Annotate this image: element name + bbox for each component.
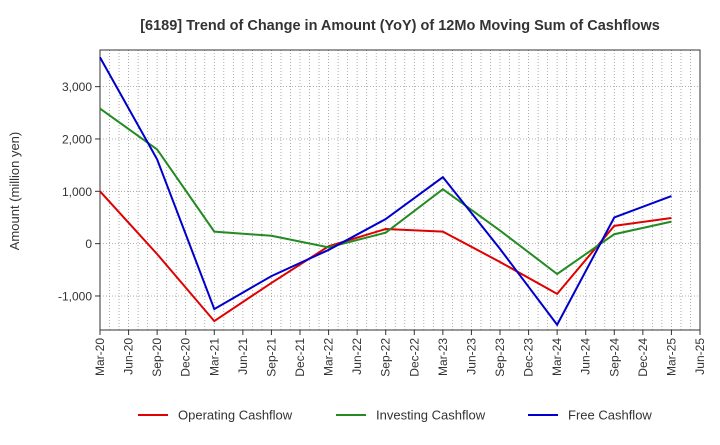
x-tick-label: Sep-24 (607, 338, 621, 377)
y-tick-label: 0 (85, 237, 92, 251)
x-tick-label: Jun-25 (693, 338, 707, 375)
x-tick-label: Mar-23 (436, 338, 450, 376)
x-tick-label: Dec-23 (522, 338, 536, 377)
x-tick-label: Dec-21 (293, 338, 307, 377)
y-tick-label: -1,000 (58, 289, 92, 303)
series-line-3 (99, 56, 672, 327)
legend-label: Operating Cashflow (178, 408, 293, 423)
x-tick-label: Sep-23 (493, 338, 507, 377)
y-axis-label: Amount (million yen) (7, 132, 22, 251)
x-tick-label: Dec-22 (407, 338, 421, 377)
x-tick-label: Dec-24 (636, 338, 650, 377)
legend-item-1: Operating Cashflow (138, 408, 293, 423)
x-tick-label: Mar-24 (550, 338, 564, 376)
plot-frame (99, 49, 701, 331)
x-tick-label: Sep-22 (379, 338, 393, 377)
x-tick-label: Mar-20 (93, 338, 107, 376)
x-tick-label: Jun-23 (464, 338, 478, 375)
x-tick-label: Mar-22 (322, 338, 336, 376)
x-tick-label: Mar-21 (207, 338, 221, 376)
legend-item-3: Free Cashflow (528, 408, 652, 423)
x-tick-label: Jun-24 (579, 338, 593, 375)
x-tick-label: Jun-20 (122, 338, 136, 375)
legend-item-2: Investing Cashflow (336, 408, 486, 423)
axes: -1,000 0 1,000 2,000 3,000 Mar-20 Jun-20 Sep-20… (58, 49, 707, 377)
series-line-1 (99, 190, 672, 323)
y-tick-label: 2,000 (62, 132, 92, 146)
x-tick-label: Sep-21 (264, 338, 278, 377)
x-tick-label: Mar-25 (664, 338, 678, 376)
legend: Operating Cashflow Investing Cashflow Free… (138, 408, 652, 423)
chart-title: [6189] Trend of Change in Amount (YoY) o… (140, 18, 660, 34)
x-tick-label: Dec-20 (179, 338, 193, 377)
legend-label: Free Cashflow (568, 408, 652, 423)
y-tick-label: 3,000 (62, 80, 92, 94)
grid-lines (99, 50, 701, 330)
x-tick-label: Jun-22 (350, 338, 364, 375)
x-tick-label: Sep-20 (150, 338, 164, 377)
x-tick-label: Jun-21 (236, 338, 250, 375)
series-line-2 (99, 107, 672, 276)
series-lines (99, 56, 672, 327)
y-tick-label: 1,000 (62, 185, 92, 199)
legend-label: Investing Cashflow (376, 408, 486, 423)
